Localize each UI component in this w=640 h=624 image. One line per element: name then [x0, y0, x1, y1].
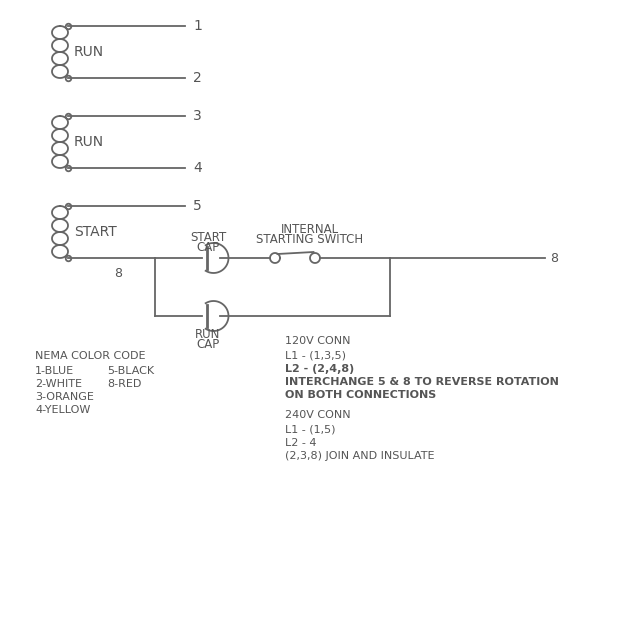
Text: 8: 8: [550, 251, 558, 265]
Text: NEMA COLOR CODE: NEMA COLOR CODE: [35, 351, 145, 361]
Text: 1: 1: [193, 19, 202, 33]
Text: START: START: [74, 225, 116, 239]
Text: L1 - (1,3,5): L1 - (1,3,5): [285, 351, 346, 361]
Text: (2,3,8) JOIN AND INSULATE: (2,3,8) JOIN AND INSULATE: [285, 451, 435, 461]
Text: L2 - 4: L2 - 4: [285, 438, 317, 448]
Text: 4: 4: [193, 161, 202, 175]
Text: CAP: CAP: [196, 241, 220, 254]
Text: 5-BLACK: 5-BLACK: [107, 366, 154, 376]
Text: STARTING SWITCH: STARTING SWITCH: [257, 233, 364, 246]
Text: L2 - (2,4,8): L2 - (2,4,8): [285, 364, 355, 374]
Text: 4-YELLOW: 4-YELLOW: [35, 405, 90, 415]
Text: 2: 2: [193, 71, 202, 85]
Text: RUN: RUN: [195, 328, 221, 341]
Text: RUN: RUN: [74, 45, 104, 59]
Text: START: START: [190, 231, 226, 244]
Text: 3: 3: [193, 109, 202, 123]
Text: 1-BLUE: 1-BLUE: [35, 366, 74, 376]
Text: L1 - (1,5): L1 - (1,5): [285, 425, 335, 435]
Text: CAP: CAP: [196, 338, 220, 351]
Text: 8: 8: [114, 267, 122, 280]
Text: 8-RED: 8-RED: [107, 379, 141, 389]
Text: RUN: RUN: [74, 135, 104, 149]
Text: INTERNAL: INTERNAL: [281, 223, 339, 236]
Text: INTERCHANGE 5 & 8 TO REVERSE ROTATION: INTERCHANGE 5 & 8 TO REVERSE ROTATION: [285, 377, 559, 387]
Text: 3-ORANGE: 3-ORANGE: [35, 392, 94, 402]
Text: 2-WHITE: 2-WHITE: [35, 379, 82, 389]
Text: 5: 5: [193, 199, 202, 213]
Text: ON BOTH CONNECTIONS: ON BOTH CONNECTIONS: [285, 390, 436, 400]
Text: 120V CONN: 120V CONN: [285, 336, 351, 346]
Text: 240V CONN: 240V CONN: [285, 410, 351, 420]
